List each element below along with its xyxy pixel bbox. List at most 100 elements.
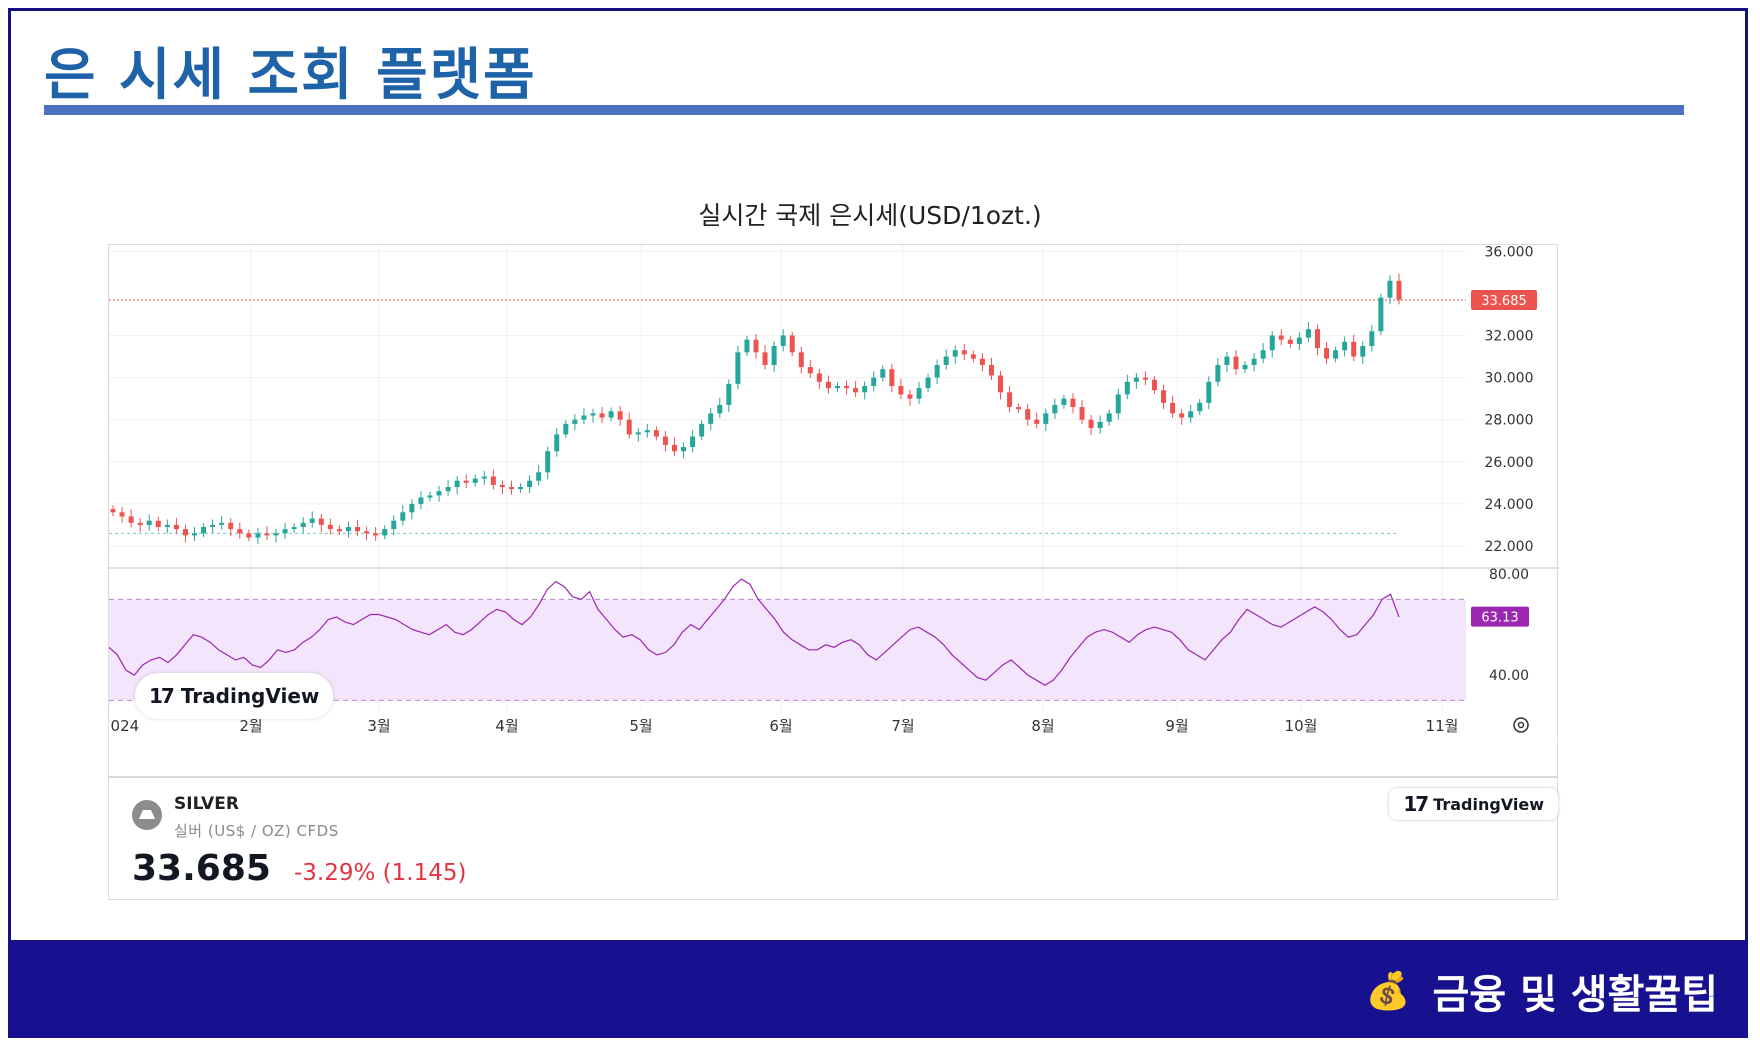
candle-body bbox=[979, 358, 985, 365]
candle-body bbox=[780, 335, 786, 347]
candle-body bbox=[1360, 346, 1366, 357]
candle-body bbox=[445, 487, 451, 492]
candle-body bbox=[1179, 413, 1185, 418]
candle-body bbox=[291, 527, 297, 530]
candle-body bbox=[998, 375, 1004, 393]
gear-inner-circle bbox=[1517, 721, 1525, 729]
candle-body bbox=[943, 356, 949, 365]
rsi-line bbox=[109, 578, 1400, 686]
money-bag-icon: 💰 bbox=[1365, 971, 1411, 1012]
symbol-info-panel: SILVER 실버 (US$ / OZ) CFDS 33.685 -3.29% … bbox=[108, 776, 1558, 902]
candle-body bbox=[463, 480, 469, 483]
candle-body bbox=[708, 413, 714, 424]
candle-body bbox=[409, 503, 415, 513]
candle-body bbox=[590, 413, 596, 416]
candle-body bbox=[1242, 364, 1248, 370]
candle-body bbox=[1079, 407, 1085, 420]
candle-body bbox=[355, 527, 361, 532]
candle-body bbox=[1034, 419, 1040, 424]
tradingview-link-button[interactable]: 17 TradingView bbox=[1389, 788, 1558, 820]
candle-body bbox=[146, 520, 152, 525]
candle-body bbox=[246, 533, 252, 538]
candle-body bbox=[653, 430, 659, 437]
candle-body bbox=[508, 487, 514, 490]
candle-body bbox=[164, 524, 170, 528]
candle-body bbox=[1115, 394, 1121, 414]
candle-body bbox=[1278, 335, 1284, 340]
symbol-description: 실버 (US$ / OZ) CFDS bbox=[174, 822, 339, 840]
candle-body bbox=[137, 522, 143, 525]
candle-body bbox=[1314, 329, 1320, 349]
candle-body bbox=[1342, 341, 1348, 351]
candle-body bbox=[1206, 381, 1212, 403]
title-underline bbox=[44, 105, 1684, 115]
rsi-tick-label: 40.00 bbox=[1489, 668, 1529, 684]
candle-body bbox=[671, 444, 677, 452]
candle-body bbox=[282, 529, 288, 534]
candle-body bbox=[835, 386, 841, 389]
y-tick-label: 22.000 bbox=[1485, 539, 1534, 555]
candle-body bbox=[1269, 335, 1275, 351]
candle-body bbox=[1324, 348, 1330, 359]
candle-body bbox=[681, 447, 687, 452]
candle-body bbox=[970, 354, 976, 359]
candle-body bbox=[309, 518, 315, 523]
candle-body bbox=[1215, 364, 1221, 382]
candle-body bbox=[880, 369, 886, 378]
candle-body bbox=[436, 491, 442, 496]
candle-body bbox=[318, 518, 324, 525]
candle-body bbox=[173, 524, 179, 530]
candle-body bbox=[228, 522, 234, 530]
candle-body bbox=[481, 476, 487, 479]
footer-bar: 💰 금융 및 생활꿀팁 bbox=[8, 940, 1748, 1038]
candle-body bbox=[762, 352, 768, 365]
y-tick-label: 24.000 bbox=[1485, 497, 1534, 513]
candle-body bbox=[825, 381, 831, 389]
candle-body bbox=[572, 419, 578, 424]
x-tick-label: 2024 bbox=[109, 717, 139, 735]
candle-body bbox=[219, 522, 225, 525]
candle-body bbox=[264, 533, 270, 536]
last-price-tag bbox=[1471, 290, 1537, 311]
candle-body bbox=[1070, 398, 1076, 408]
candle-body bbox=[1251, 358, 1257, 365]
candle-body bbox=[499, 484, 505, 488]
candle-body bbox=[934, 364, 940, 378]
candle-body bbox=[798, 352, 804, 368]
rsi-value-tag-label: 63.13 bbox=[1481, 611, 1518, 626]
rsi-value-tag bbox=[1471, 606, 1529, 627]
candle-body bbox=[753, 339, 759, 353]
gear-outer-circle bbox=[1513, 717, 1529, 733]
candle-body bbox=[952, 350, 958, 357]
candle-body bbox=[427, 495, 433, 498]
candle-body bbox=[617, 411, 623, 420]
candle-body bbox=[1052, 404, 1058, 414]
candle-body bbox=[1161, 390, 1167, 403]
settings-gear-icon[interactable] bbox=[1513, 717, 1529, 733]
x-tick-label: 5월 bbox=[629, 717, 652, 735]
y-tick-label: 28.000 bbox=[1485, 413, 1534, 429]
candle-body bbox=[1369, 331, 1375, 347]
price-chart[interactable]: 36.000 32.000 30.000 28.000 26.000 24.000 22.0… bbox=[109, 245, 1559, 775]
candle-body bbox=[644, 430, 650, 433]
tradingview-widget[interactable]: 36.000 32.000 30.000 28.000 26.000 24.000 22.0… bbox=[108, 244, 1559, 900]
symbol-name[interactable]: SILVER bbox=[174, 794, 239, 814]
candle-body bbox=[201, 527, 207, 534]
footer-label: 금융 및 생활꿀팁 bbox=[1432, 972, 1718, 1018]
candle-body bbox=[807, 367, 813, 374]
candle-body bbox=[192, 533, 198, 536]
candle-body bbox=[400, 512, 406, 521]
candle-body bbox=[1378, 297, 1384, 332]
candle-body bbox=[1287, 339, 1293, 344]
tradingview-watermark-label: TradingView bbox=[180, 684, 320, 708]
candle-body bbox=[1233, 356, 1239, 370]
candle-body bbox=[382, 529, 388, 536]
candle-body bbox=[1142, 377, 1148, 380]
candle-body bbox=[300, 522, 306, 528]
candle-body bbox=[1351, 341, 1357, 357]
tradingview-watermark[interactable]: 17 TradingView bbox=[135, 673, 334, 719]
candle-body bbox=[454, 480, 460, 488]
x-tick-label: 10월 bbox=[1285, 717, 1318, 735]
candle-body bbox=[110, 509, 116, 513]
footer-brand: 💰 금융 및 생활꿀팁 bbox=[1366, 962, 1718, 1020]
